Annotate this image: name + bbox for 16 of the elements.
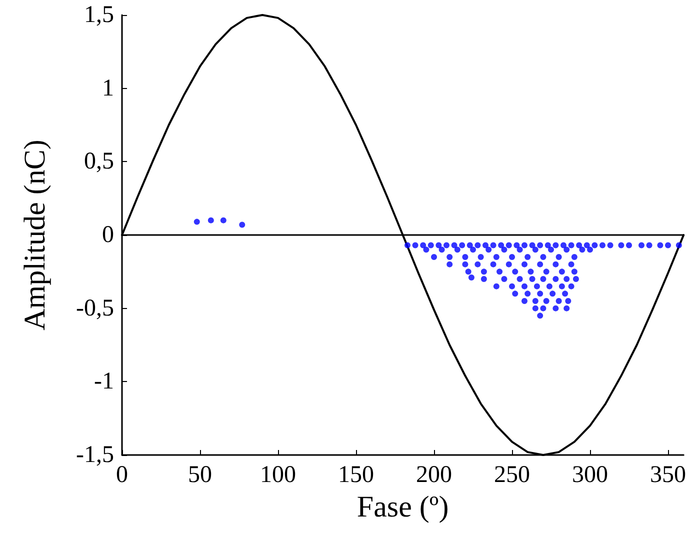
- x-axis-title: Fase (º): [356, 490, 449, 524]
- x-tick-label: 150: [338, 462, 374, 488]
- y-tick-label: -0,5: [76, 295, 114, 322]
- x-tick-label: 50: [188, 462, 212, 488]
- y-tick-label: -1,5: [76, 442, 114, 468]
- y-tick-label: -1: [94, 368, 114, 395]
- y-tick-label: 0: [102, 222, 114, 248]
- x-tick-label: 350: [650, 462, 686, 488]
- y-axis-title: Amplitude (nC): [18, 140, 52, 330]
- y-tick-label: 0,5: [84, 148, 114, 175]
- x-tick-label: 100: [260, 462, 296, 488]
- x-tick-label: 200: [416, 462, 452, 488]
- y-tick-label: 1,5: [84, 2, 114, 28]
- y-tick-label: 1: [102, 75, 114, 102]
- x-tick-label: 300: [572, 462, 608, 488]
- x-tick-label: 250: [494, 462, 530, 488]
